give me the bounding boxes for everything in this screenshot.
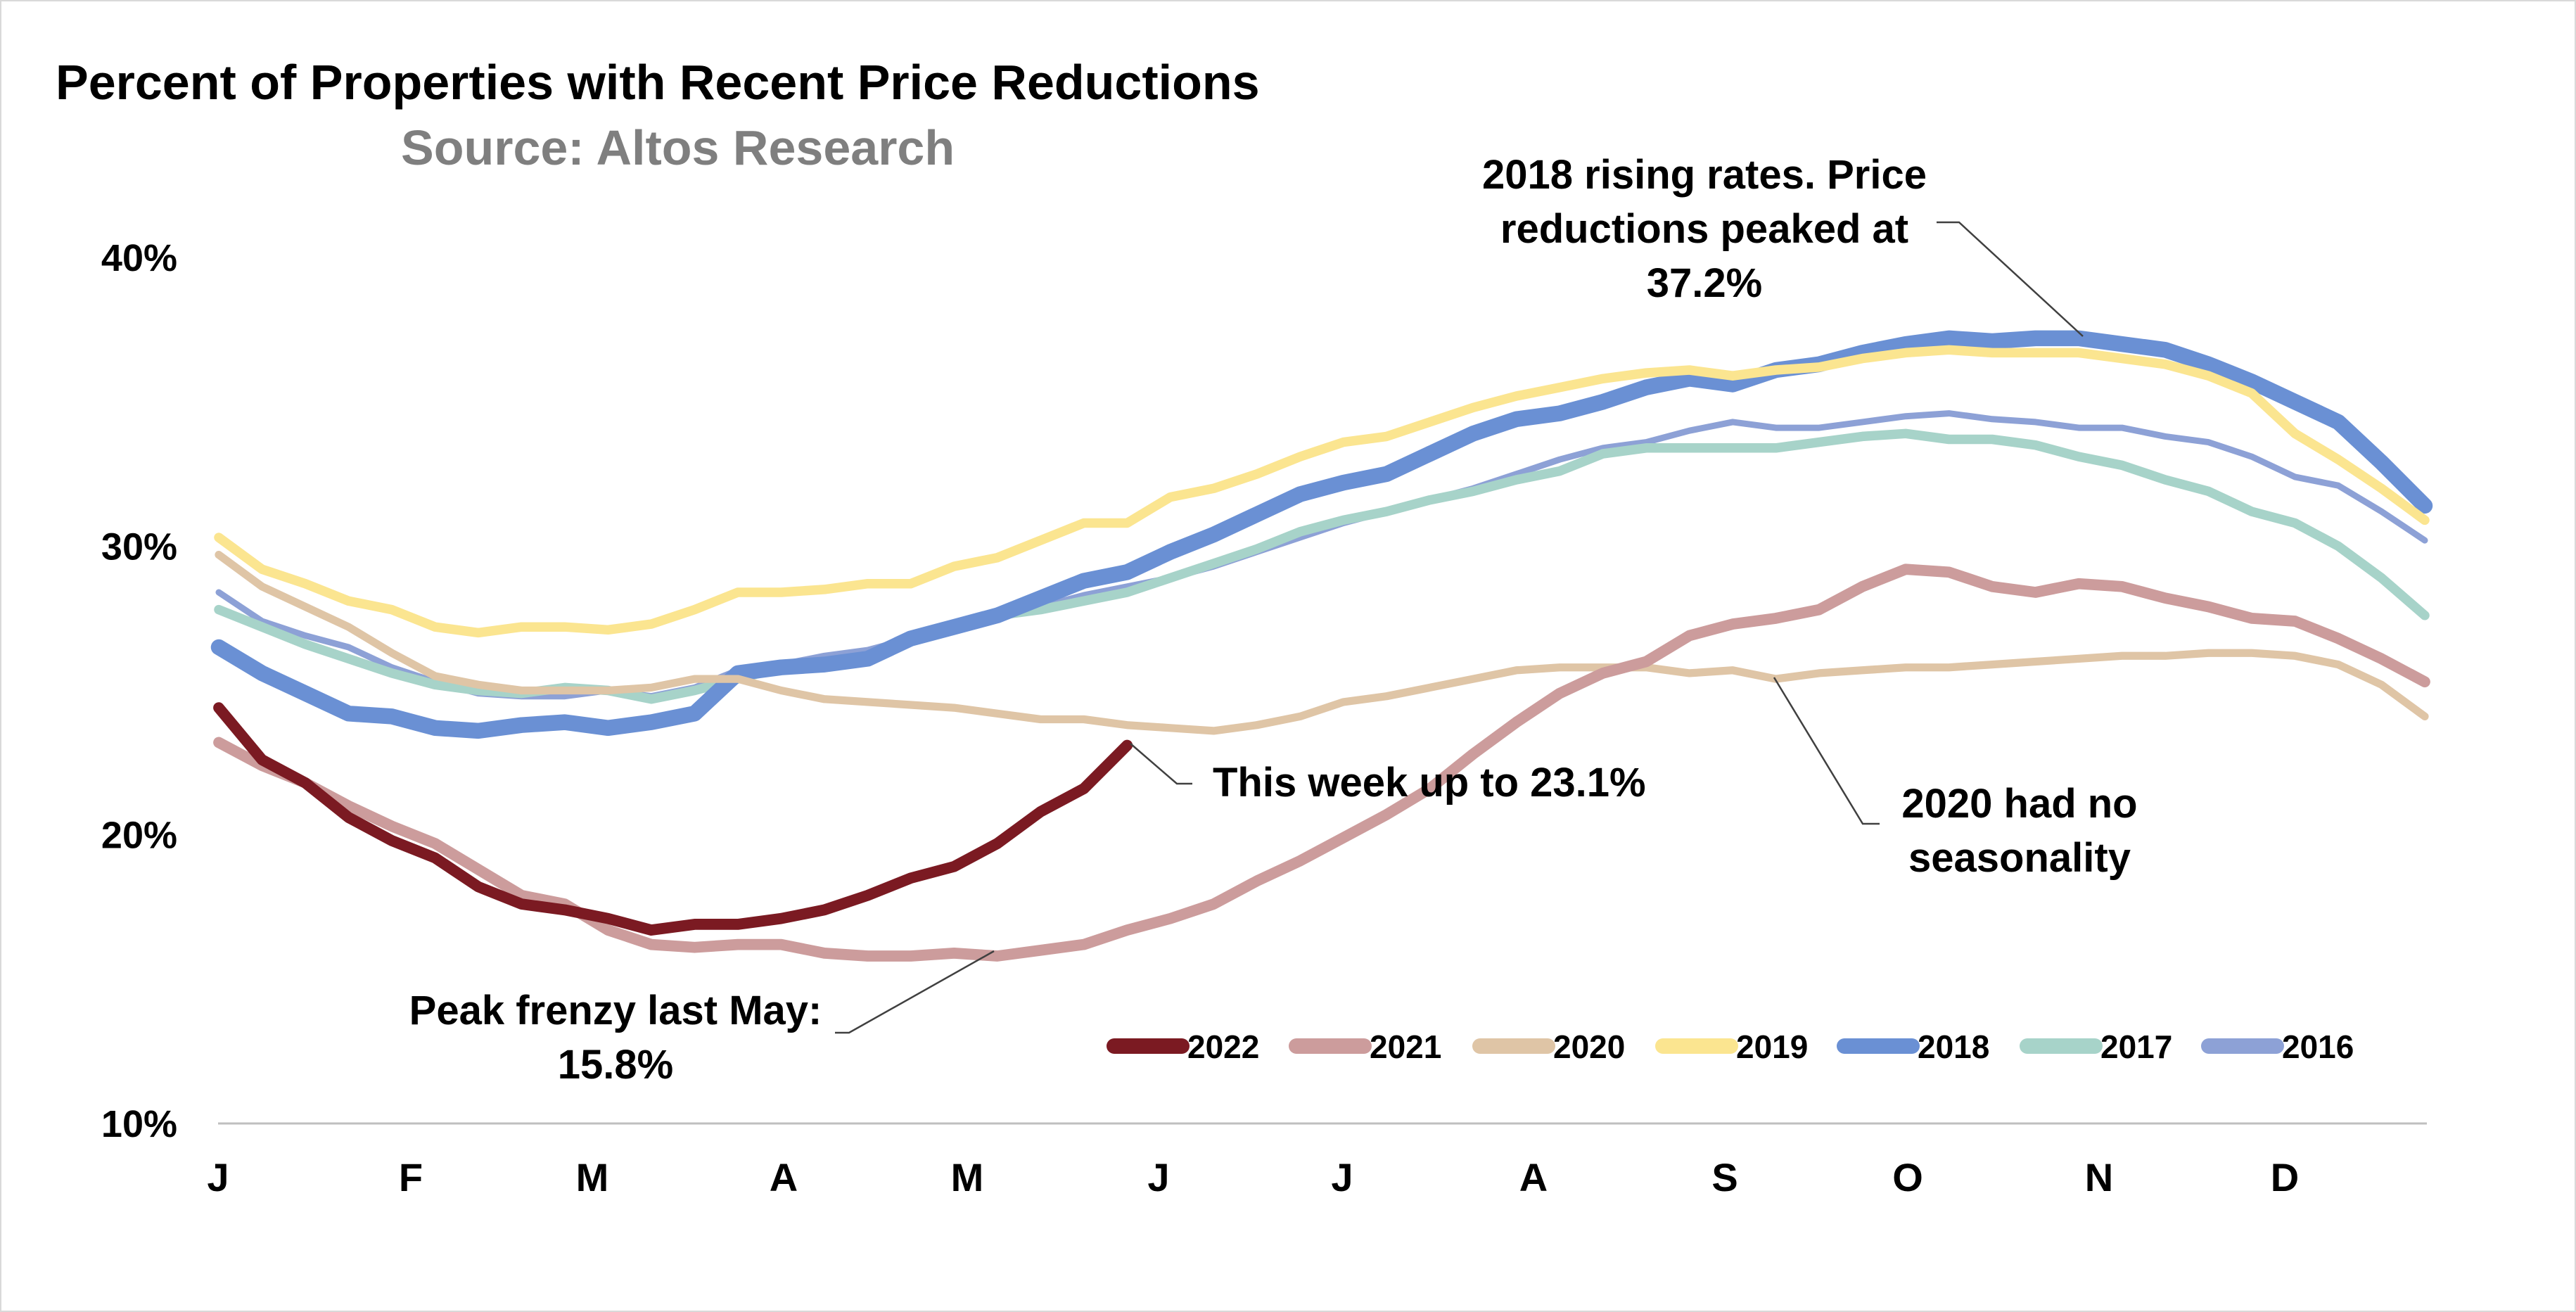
legend-label-2022: 2022 [1187, 1028, 1259, 1065]
x-tick-label: N [2085, 1155, 2113, 1199]
series-line-2020 [215, 550, 2429, 735]
x-tick-label: A [770, 1155, 798, 1199]
annotations: 2018 rising rates. Price reductions peake… [409, 152, 2138, 1088]
series-lines [210, 330, 2433, 962]
legend-label-2018: 2018 [1918, 1028, 1989, 1065]
x-tick-label: J [1147, 1155, 1169, 1199]
y-tick-label: 20% [101, 815, 177, 857]
annotation-text: reductions peaked at [1500, 206, 1908, 252]
annotation-text: 2018 rising rates. Price [1482, 152, 1927, 198]
annotation-text: Peak frenzy last May: [409, 988, 822, 1033]
series-line-2018 [210, 330, 2433, 739]
legend-label-2021: 2021 [1370, 1028, 1441, 1065]
x-tick-label: J [207, 1155, 229, 1199]
legend-label-2016: 2016 [2282, 1028, 2354, 1065]
x-tick-label: D [2271, 1155, 2299, 1199]
annotation-text: seasonality [1908, 835, 2131, 881]
legend-label-2019: 2019 [1736, 1028, 1808, 1065]
annotation-text: 2020 had no [1901, 781, 2137, 827]
y-tick-label: 10% [101, 1103, 177, 1145]
x-tick-label: S [1711, 1155, 1737, 1199]
annotation-text: 37.2% [1647, 260, 1762, 306]
annotation-text: This week up to 23.1% [1213, 760, 1646, 805]
annotation-leader-line [1773, 677, 1880, 825]
y-tick-label: 30% [101, 526, 177, 568]
legend-label-2020: 2020 [1553, 1028, 1625, 1065]
legend: 2022 2021 2020 2019 2018 2017 2016 [1107, 1028, 2354, 1065]
annotation-text: 15.8% [558, 1042, 673, 1088]
chart-title: Percent of Properties with Recent Price … [56, 55, 1260, 110]
x-tick-label: M [576, 1155, 609, 1199]
chart-subtitle: Source: Altos Research [401, 120, 955, 175]
series-line-2022 [213, 702, 1133, 936]
x-tick-label: O [1892, 1155, 1923, 1199]
x-tick-label: J [1331, 1155, 1353, 1199]
annotation-leader-line [835, 950, 995, 1034]
y-axis-ticks: 40% 30% 20% 10% [101, 237, 177, 1145]
series-line-2019 [214, 345, 2430, 638]
y-tick-label: 40% [101, 237, 177, 279]
x-tick-label: A [1519, 1155, 1548, 1199]
legend-label-2017: 2017 [2100, 1028, 2172, 1065]
x-tick-label: M [951, 1155, 984, 1199]
x-tick-label: F [399, 1155, 423, 1199]
annotation-leader-line [1937, 221, 2084, 337]
annotation-leader-line [1130, 743, 1192, 785]
